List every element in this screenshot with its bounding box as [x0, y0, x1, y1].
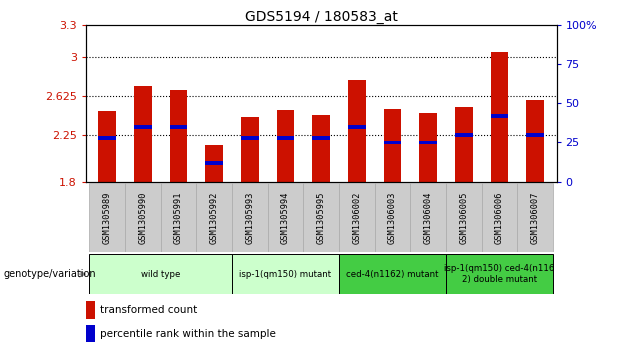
Text: GSM1306003: GSM1306003 — [388, 192, 397, 244]
Text: isp-1(qm150) ced-4(n116
2) double mutant: isp-1(qm150) ced-4(n116 2) double mutant — [445, 264, 555, 284]
Text: GSM1306007: GSM1306007 — [530, 192, 539, 244]
Bar — [348, 125, 366, 129]
Bar — [446, 183, 481, 252]
Bar — [303, 183, 339, 252]
Text: genotype/variation: genotype/variation — [3, 269, 96, 279]
Bar — [526, 133, 544, 136]
Bar — [134, 86, 152, 182]
Bar — [419, 140, 437, 144]
Text: GSM1305995: GSM1305995 — [317, 192, 326, 244]
Bar — [277, 136, 294, 140]
Bar — [241, 136, 259, 140]
Bar — [312, 115, 330, 182]
Bar — [170, 90, 188, 182]
Bar — [161, 183, 197, 252]
Text: ced-4(n1162) mutant: ced-4(n1162) mutant — [346, 270, 439, 278]
Bar — [490, 53, 508, 181]
Bar — [348, 79, 366, 182]
Bar — [241, 117, 259, 182]
Bar — [312, 136, 330, 140]
Bar — [86, 301, 95, 319]
Bar — [99, 136, 116, 140]
Text: wild type: wild type — [141, 270, 181, 278]
Bar — [384, 140, 401, 144]
Bar — [419, 113, 437, 182]
Bar — [86, 325, 95, 343]
Text: percentile rank within the sample: percentile rank within the sample — [100, 329, 276, 339]
Bar — [526, 100, 544, 182]
Bar — [490, 114, 508, 118]
Text: GSM1305992: GSM1305992 — [210, 192, 219, 244]
Bar — [339, 254, 446, 294]
Bar — [232, 183, 268, 252]
Bar — [197, 183, 232, 252]
Bar — [232, 254, 339, 294]
Text: GSM1305994: GSM1305994 — [281, 192, 290, 244]
Text: GSM1306004: GSM1306004 — [424, 192, 432, 244]
Bar — [99, 111, 116, 182]
Bar — [446, 254, 553, 294]
Text: GSM1306005: GSM1306005 — [459, 192, 468, 244]
Bar — [205, 145, 223, 182]
Bar — [268, 183, 303, 252]
Text: GSM1305989: GSM1305989 — [103, 192, 112, 244]
Bar — [205, 161, 223, 165]
Bar — [384, 109, 401, 182]
Bar — [90, 254, 232, 294]
Text: GSM1305990: GSM1305990 — [139, 192, 148, 244]
Bar — [170, 125, 188, 129]
Bar — [455, 107, 473, 182]
Text: GSM1306002: GSM1306002 — [352, 192, 361, 244]
Bar — [455, 133, 473, 136]
Bar — [375, 183, 410, 252]
Bar — [90, 183, 125, 252]
Title: GDS5194 / 180583_at: GDS5194 / 180583_at — [245, 11, 398, 24]
Bar — [125, 183, 161, 252]
Bar — [339, 183, 375, 252]
Bar — [134, 125, 152, 129]
Bar — [517, 183, 553, 252]
Text: GSM1305993: GSM1305993 — [245, 192, 254, 244]
Bar — [481, 183, 517, 252]
Text: isp-1(qm150) mutant: isp-1(qm150) mutant — [240, 270, 331, 278]
Text: transformed count: transformed count — [100, 305, 197, 315]
Bar — [410, 183, 446, 252]
Text: GSM1306006: GSM1306006 — [495, 192, 504, 244]
Text: GSM1305991: GSM1305991 — [174, 192, 183, 244]
Bar — [277, 110, 294, 182]
